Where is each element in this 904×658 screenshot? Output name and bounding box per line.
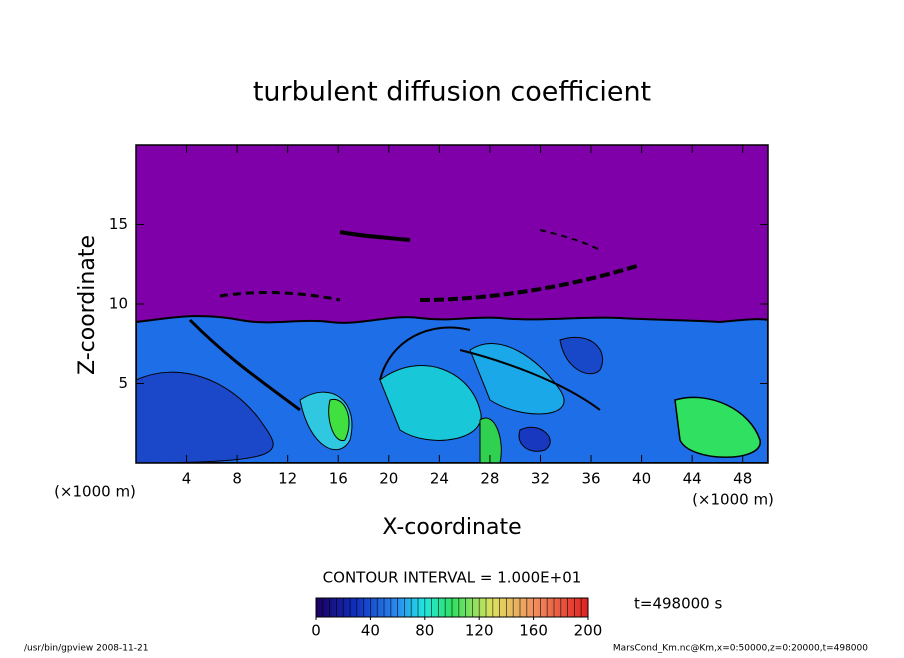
x-tick-label: 48 — [733, 470, 752, 488]
x-tick-label: 36 — [581, 470, 600, 488]
chart-title: turbulent diffusion coefficient — [253, 77, 651, 108]
contour-line — [219, 291, 341, 302]
x-tick-label: 4 — [182, 470, 192, 488]
x-tick-label: 20 — [379, 470, 398, 488]
field-region — [674, 396, 761, 458]
colorbar-tick-label: 80 — [415, 622, 434, 640]
footer-left: /usr/bin/gpview 2008-11-21 — [24, 644, 148, 654]
x-tick-label: 24 — [430, 470, 449, 488]
field-region — [136, 371, 274, 463]
x-tick-label: 16 — [329, 470, 348, 488]
x-tick-label: 32 — [531, 470, 550, 488]
x-axis-label: X-coordinate — [382, 515, 521, 540]
contour-field — [136, 145, 768, 463]
x-tick-label: 44 — [683, 470, 702, 488]
y-axis-label: Z-coordinate — [75, 235, 100, 375]
contour-line — [419, 263, 641, 302]
contour-interval: CONTOUR INTERVAL = 1.000E+01 — [323, 569, 582, 587]
x-tick-label: 28 — [480, 470, 499, 488]
colorbar-tick-label: 0 — [311, 622, 321, 640]
y-tick-label: 5 — [118, 374, 128, 392]
colorbar-tick-label: 40 — [361, 622, 380, 640]
field-region — [559, 336, 604, 375]
x-tick-label: 12 — [278, 470, 297, 488]
field-region — [379, 365, 482, 441]
colorbar-tick-label: 200 — [574, 622, 603, 640]
x-tick-label: 8 — [232, 470, 242, 488]
contour-line — [339, 230, 411, 242]
contour-line — [539, 229, 601, 251]
x-tick-label: 40 — [632, 470, 651, 488]
y-tick-label: 15 — [109, 215, 128, 233]
field-region — [328, 398, 350, 442]
contour-line — [459, 349, 601, 411]
colorbar-tick-label: 160 — [519, 622, 548, 640]
time-label: t=498000 s — [634, 595, 722, 613]
field-region — [518, 426, 551, 452]
contour-line — [379, 326, 471, 381]
footer-right: MarsCond_Km.nc@Km,x=0:50000,z=0:20000,t=… — [613, 644, 868, 654]
contour-line — [188, 318, 301, 412]
colorbar-tick-label: 120 — [465, 622, 494, 640]
x-unit-label: (×1000 m) — [54, 483, 136, 501]
y-tick-label: 10 — [109, 295, 128, 313]
x-unit-label: (×1000 m) — [692, 491, 774, 509]
field-region — [469, 343, 565, 415]
